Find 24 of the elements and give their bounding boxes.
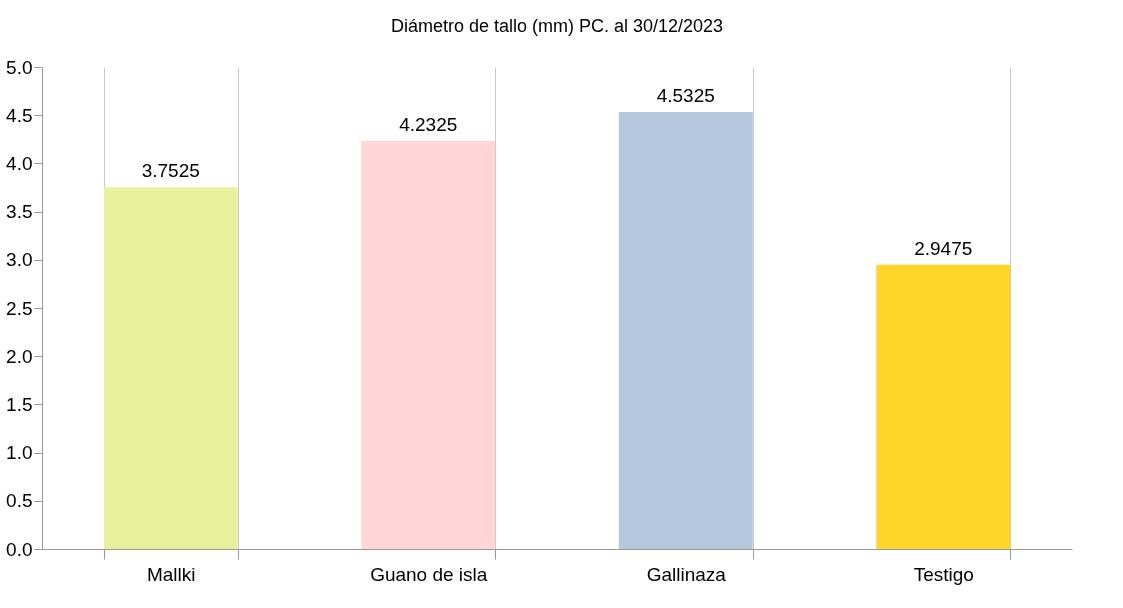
chart-title: Diámetro de tallo (mm) PC. al 30/12/2023 bbox=[390, 16, 724, 36]
y-tick-label: 0.0 bbox=[6, 538, 33, 560]
y-tick-label: 5.0 bbox=[6, 56, 33, 78]
y-tick-label: 4.5 bbox=[6, 104, 33, 126]
bar bbox=[361, 140, 496, 549]
y-tick-label: 0.5 bbox=[6, 490, 33, 512]
x-tick-label: Mallki bbox=[146, 563, 196, 585]
y-tick-label: 1.5 bbox=[6, 393, 33, 415]
y-tick-label: 3.0 bbox=[6, 249, 33, 271]
data-label: 3.7525 bbox=[141, 160, 200, 182]
x-tick-label: Gallinaza bbox=[646, 563, 727, 585]
data-label: 4.5325 bbox=[656, 85, 715, 107]
x-tick-label: Testigo bbox=[913, 563, 974, 585]
bar bbox=[103, 187, 238, 549]
y-tick-label: 4.0 bbox=[6, 152, 33, 174]
data-label: 2.9475 bbox=[914, 237, 973, 259]
bar bbox=[618, 112, 753, 549]
x-tick-label: Guano de isla bbox=[370, 563, 488, 585]
bar bbox=[876, 264, 1011, 549]
y-tick-label: 1.0 bbox=[6, 442, 33, 464]
y-tick-label: 3.5 bbox=[6, 201, 33, 223]
y-tick-label: 2.5 bbox=[6, 297, 33, 319]
y-tick-label: 2.0 bbox=[6, 345, 33, 367]
data-label: 4.2325 bbox=[399, 113, 458, 135]
